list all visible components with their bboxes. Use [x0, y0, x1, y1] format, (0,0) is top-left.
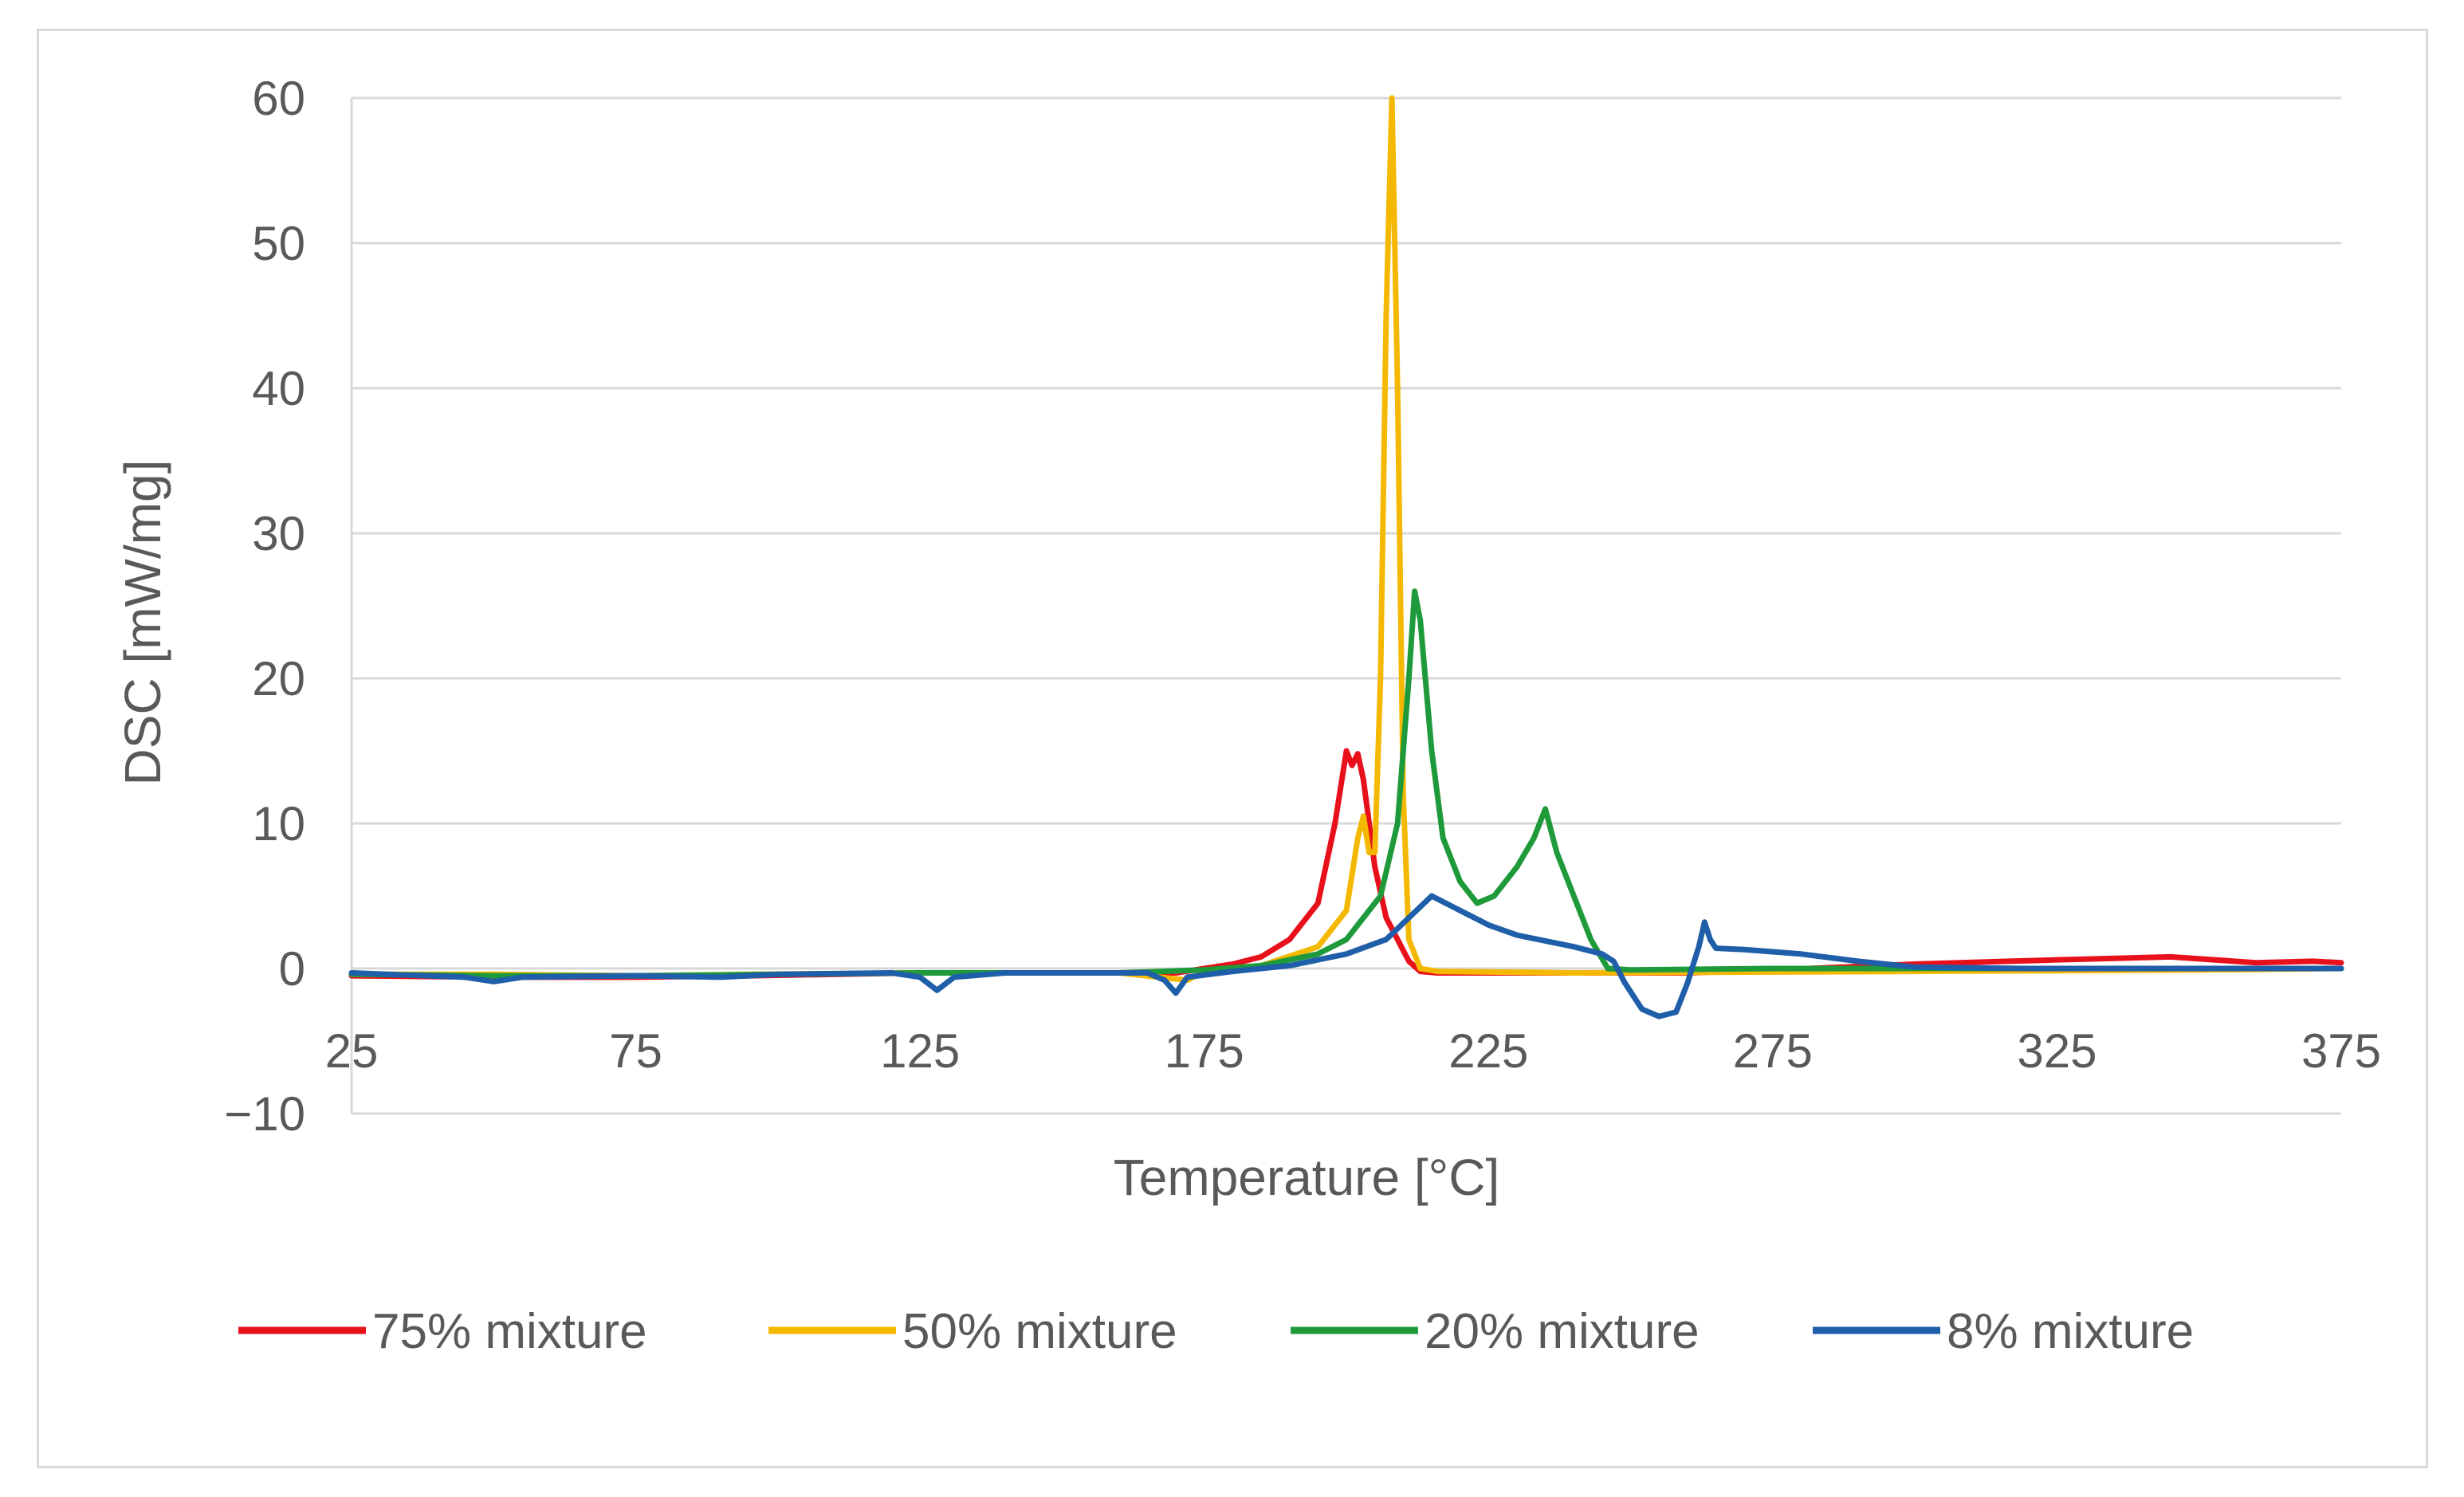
x-tick-label: 125 — [880, 1024, 960, 1078]
y-axis-title: DSC [mW/mg] — [114, 460, 171, 786]
x-tick-label: 375 — [2301, 1024, 2381, 1078]
y-tick-label: 60 — [252, 72, 305, 125]
chart-frame: 25 75 125 175 225 275 325 375 −10 0 10 20 30 40 50 60 … — [37, 29, 2428, 1468]
x-tick-label: 275 — [1733, 1024, 1813, 1078]
legend-label-3: 20% mixture — [1425, 1304, 1700, 1359]
series-line-3 — [348, 588, 2344, 979]
y-tick-label: 40 — [252, 362, 305, 415]
legend: 75% mixture 50% mixture 20% mixture 8% mixt… — [238, 1304, 2194, 1359]
series-lines — [348, 95, 2344, 1020]
x-tick-label: 75 — [609, 1024, 662, 1078]
dsc-line-chart: 25 75 125 175 225 275 325 375 −100102030405060 … — [114, 72, 2381, 1359]
gridlines — [350, 96, 2341, 1115]
legend-label-2: 50% mixture — [902, 1304, 1177, 1359]
x-tick-label: 175 — [1165, 1024, 1244, 1078]
y-tick-labels: −10 0 10 20 30 40 50 60 — [224, 72, 305, 1141]
x-axis-title: Temperature [°C] — [1114, 1149, 1499, 1206]
series-line-4 — [348, 893, 2344, 1020]
y-tick-label: −10 — [224, 1087, 305, 1141]
x-tick-label: 325 — [2017, 1024, 2097, 1078]
legend-label-1: 75% mixture — [372, 1304, 647, 1359]
x-tick-label: 225 — [1448, 1024, 1528, 1078]
y-tick-label: 50 — [252, 217, 305, 270]
x-tick-labels: 25 75 125 175 225 275 325 375 — [325, 1024, 2381, 1078]
y-tick-label: 30 — [252, 507, 305, 560]
y-tick-label: 20 — [252, 652, 305, 705]
y-tick-label: 10 — [252, 797, 305, 851]
x-tick-label: 25 — [325, 1024, 379, 1078]
series-line-1 — [348, 748, 2344, 980]
y-tick-label: 0 — [279, 942, 305, 996]
legend-label-4: 8% mixture — [1947, 1304, 2194, 1359]
series-line-2 — [348, 95, 2344, 984]
